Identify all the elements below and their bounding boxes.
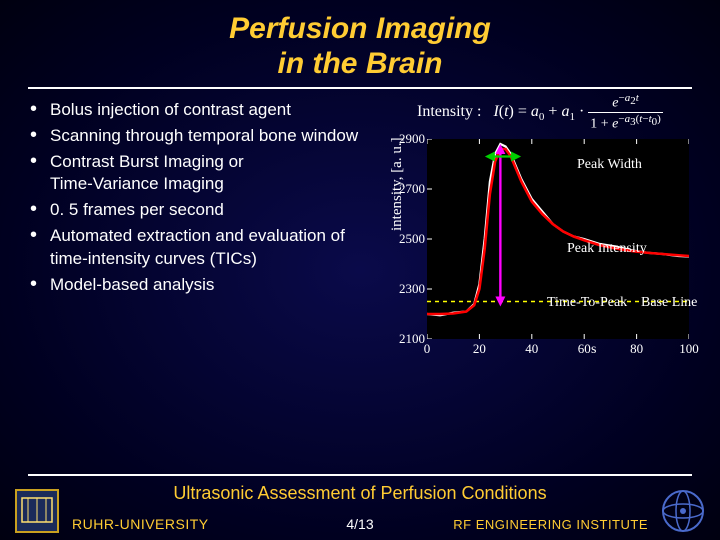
- bullet-item: 0. 5 frames per second: [28, 199, 373, 221]
- x-tick-label: 40: [520, 341, 544, 357]
- bullet-item: Contrast Burst Imaging orTime-Variance I…: [28, 151, 373, 195]
- content-row: Bolus injection of contrast agent Scannin…: [0, 89, 720, 300]
- footer-rule: [28, 474, 692, 476]
- y-tick-label: 2300: [393, 281, 425, 297]
- title-line2: in the Brain: [277, 47, 442, 80]
- bullet-item: Scanning through temporal bone window: [28, 125, 373, 147]
- x-tick-label: 100: [677, 341, 701, 357]
- bullet-item: Automated extraction and evaluation of t…: [28, 225, 373, 269]
- x-tick-label: 0: [415, 341, 439, 357]
- bullet-list: Bolus injection of contrast agent Scannin…: [28, 99, 373, 300]
- formula-label: Intensity :: [417, 103, 481, 120]
- bullet-item: Bolus injection of contrast agent: [28, 99, 373, 121]
- title-line1: Perfusion Imaging: [229, 12, 491, 45]
- chart-annotation: Peak Intensity: [567, 241, 647, 257]
- formula: Intensity : I(t) = a0 + a1 · e−a2t1 + e−…: [417, 93, 663, 131]
- chart-annotation: Peak Width: [577, 157, 642, 173]
- x-axis-label: s: [591, 342, 596, 358]
- bullet-item: Model-based analysis: [28, 274, 373, 296]
- y-tick-label: 2700: [393, 181, 425, 197]
- footer-institute: RF ENGINEERING INSTITUTE: [453, 517, 648, 532]
- y-tick-label: 2900: [393, 131, 425, 147]
- y-tick-label: 2500: [393, 231, 425, 247]
- formula-body: I(t) = a0 + a1 · e−a2t1 + e−a3(t−t0): [485, 103, 662, 120]
- chart-plot: Peak WidthPeak IntensityTime-To-PeakBase…: [427, 139, 689, 339]
- chart-annotation: Time-To-Peak: [547, 295, 627, 311]
- x-tick-label: 80: [625, 341, 649, 357]
- footer-university: RUHR-UNIVERSITY: [72, 516, 209, 532]
- chart-area: Intensity : I(t) = a0 + a1 · e−a2t1 + e−…: [373, 99, 702, 300]
- chart-annotation: Base Line: [641, 295, 697, 311]
- x-tick-label: 20: [467, 341, 491, 357]
- footer-page: 4/13: [346, 516, 373, 532]
- slide-subtitle: Ultrasonic Assessment of Perfusion Condi…: [0, 483, 720, 504]
- footer: RUHR-UNIVERSITY 4/13 RF ENGINEERING INST…: [0, 516, 720, 532]
- slide-title: Perfusion Imaging in the Brain: [0, 0, 720, 81]
